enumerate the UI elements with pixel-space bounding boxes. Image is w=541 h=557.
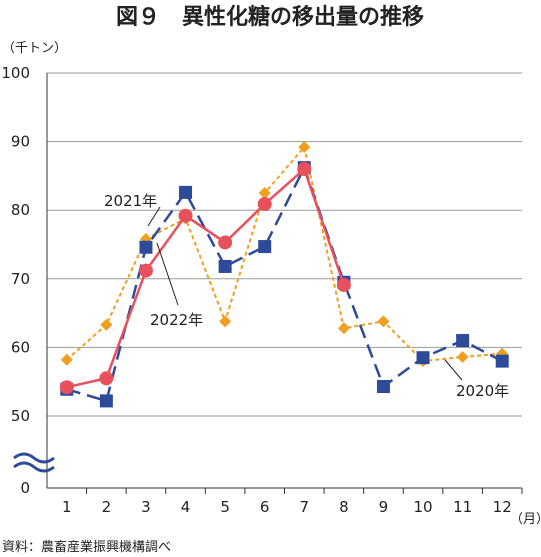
data-point	[258, 187, 271, 200]
data-point	[416, 351, 430, 365]
y-tick-label: 0	[20, 479, 30, 497]
x-tick-label: 10	[413, 498, 432, 516]
series-2022年	[59, 162, 351, 395]
data-point	[376, 380, 390, 394]
y-tick-label: 70	[11, 270, 30, 288]
source-note: 資料：農畜産業振興機構調べ	[2, 539, 171, 555]
data-point	[100, 318, 113, 331]
y-tick-label: 60	[11, 338, 30, 356]
data-point	[60, 353, 73, 366]
gridlines	[46, 72, 522, 489]
x-tick-label: 1	[62, 498, 72, 516]
data-point	[258, 240, 272, 254]
data-point	[336, 277, 351, 292]
data-point	[218, 235, 233, 250]
x-tick-label: 2	[102, 498, 112, 516]
x-tick-label: 8	[339, 498, 349, 516]
annotation-2020: 2020年	[444, 359, 509, 400]
y-tick-label: 90	[11, 133, 30, 151]
x-tick-labels: 1 2 3 4 5 6 7 8 9 10 11 12	[62, 488, 523, 516]
data-point	[59, 380, 74, 395]
x-tick-label: 7	[300, 498, 310, 516]
data-point	[337, 322, 350, 335]
axis-break-icon	[13, 452, 55, 473]
x-axis-unit: （月）	[510, 512, 541, 527]
data-point	[219, 315, 232, 328]
series-layer	[59, 141, 509, 408]
series-label-2022: 2022年	[150, 311, 203, 329]
data-point	[456, 351, 469, 364]
y-axis-unit: （千トン）	[2, 41, 67, 56]
annotation-2021: 2021年	[104, 192, 161, 227]
data-point	[179, 185, 193, 199]
x-tick-label: 12	[493, 498, 512, 516]
y-tick-label: 100	[1, 64, 30, 82]
data-point	[99, 394, 113, 408]
data-point	[138, 263, 153, 278]
x-tick-label: 5	[220, 498, 230, 516]
data-point	[298, 141, 311, 154]
y-tick-label: 80	[11, 201, 30, 219]
x-tick-label: 3	[141, 498, 151, 516]
data-point	[178, 208, 193, 223]
x-tick-label: 11	[453, 498, 472, 516]
x-tick-label: 9	[379, 498, 389, 516]
series-label-2020: 2020年	[456, 382, 509, 400]
data-point	[218, 259, 232, 273]
y-tick-labels: 0 50 60 70 80 90 100	[1, 64, 30, 497]
data-point	[257, 197, 272, 212]
data-point	[456, 334, 470, 348]
chart-title: 図９ 異性化糖の移出量の推移	[116, 4, 424, 30]
x-tick-label: 4	[181, 498, 191, 516]
series-label-2021: 2021年	[104, 192, 157, 210]
data-point	[495, 354, 509, 368]
series-line	[66, 167, 346, 389]
series-2020年	[60, 141, 509, 368]
series-line	[66, 146, 503, 363]
data-point	[377, 315, 390, 328]
annotation-2022: 2022年	[150, 242, 203, 329]
data-point	[297, 162, 312, 177]
data-point	[139, 240, 153, 254]
x-tick-label: 6	[260, 498, 270, 516]
y-tick-label: 50	[11, 407, 30, 425]
data-point	[99, 371, 114, 386]
